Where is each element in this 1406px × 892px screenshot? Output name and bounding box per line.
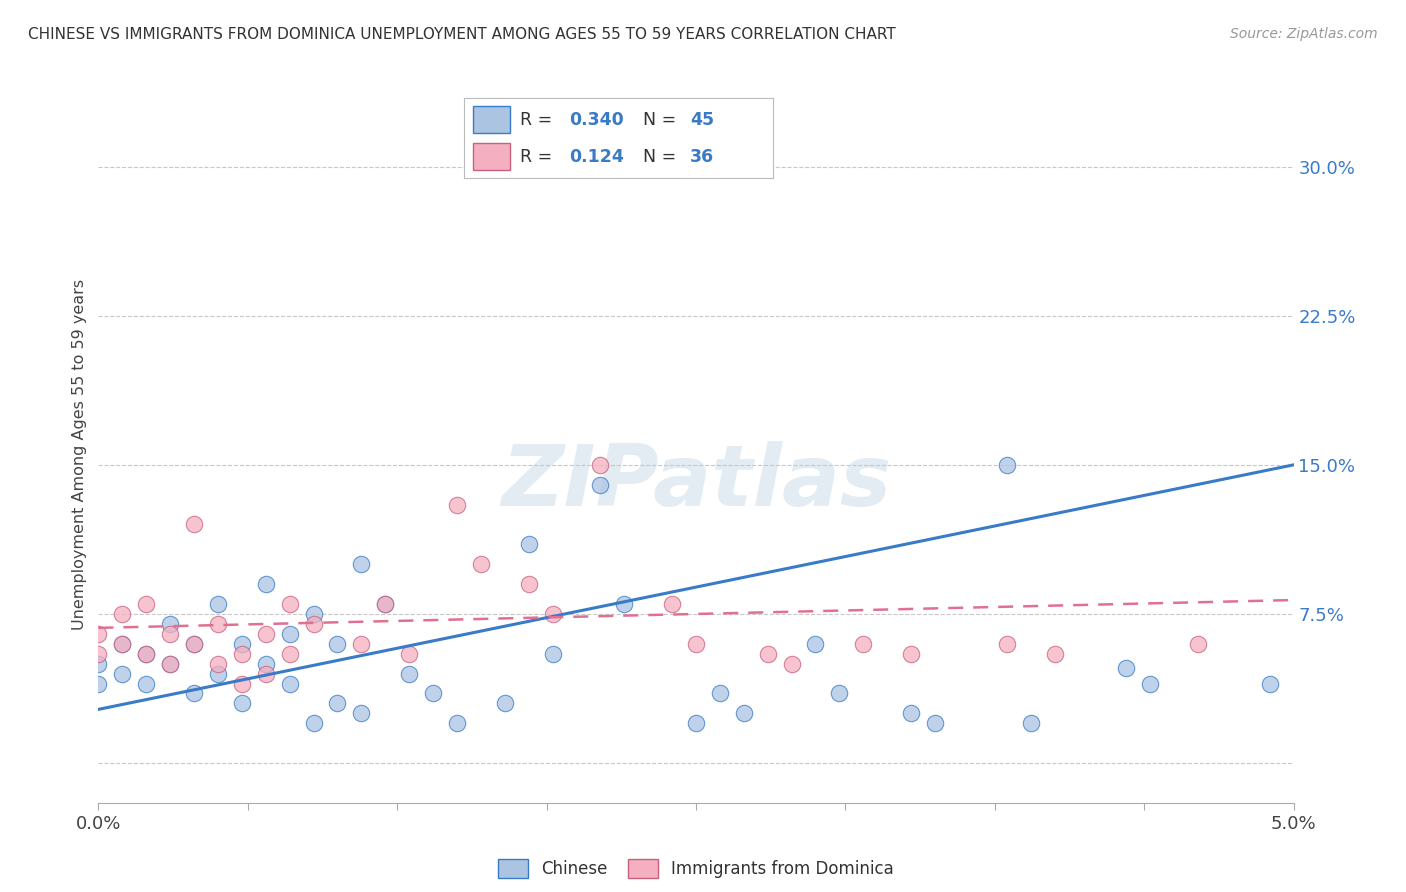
Point xyxy=(87,627,110,641)
Point xyxy=(517,577,540,591)
Point xyxy=(828,686,851,700)
Point xyxy=(350,706,373,721)
Point xyxy=(733,706,755,721)
Point xyxy=(135,597,157,611)
Point xyxy=(326,697,349,711)
Text: N =: N = xyxy=(644,111,682,128)
Point xyxy=(374,597,396,611)
Point xyxy=(613,597,636,611)
Point xyxy=(254,577,277,591)
Point xyxy=(780,657,803,671)
Point xyxy=(87,676,110,690)
Point xyxy=(422,686,444,700)
Text: 0.340: 0.340 xyxy=(569,111,624,128)
Point xyxy=(995,637,1018,651)
Point xyxy=(661,597,683,611)
Point xyxy=(87,657,110,671)
Text: N =: N = xyxy=(644,148,682,166)
Point xyxy=(135,647,157,661)
Point xyxy=(446,498,468,512)
Point xyxy=(756,647,779,661)
Point xyxy=(278,676,301,690)
Point xyxy=(135,647,157,661)
Point xyxy=(1019,716,1042,731)
Point xyxy=(207,597,229,611)
Point xyxy=(231,637,253,651)
Point xyxy=(517,537,540,551)
Point xyxy=(446,716,468,731)
Point xyxy=(302,716,325,731)
Point xyxy=(494,697,516,711)
Text: Source: ZipAtlas.com: Source: ZipAtlas.com xyxy=(1230,27,1378,41)
Text: R =: R = xyxy=(520,111,557,128)
Point xyxy=(111,637,134,651)
Point xyxy=(278,627,301,641)
Point xyxy=(231,697,253,711)
Point xyxy=(589,458,612,472)
Point xyxy=(541,607,564,621)
Point xyxy=(541,647,564,661)
Point xyxy=(302,616,325,631)
Point xyxy=(159,616,181,631)
Point xyxy=(326,637,349,651)
Point xyxy=(231,647,253,661)
Bar xyxy=(474,143,510,170)
Text: ZIPatlas: ZIPatlas xyxy=(501,442,891,524)
Point xyxy=(374,597,396,611)
Point xyxy=(302,607,325,621)
Point xyxy=(685,716,707,731)
Point xyxy=(183,686,205,700)
Point xyxy=(398,647,420,661)
Point xyxy=(159,657,181,671)
Point xyxy=(924,716,946,731)
Point xyxy=(183,637,205,651)
Point xyxy=(159,627,181,641)
Text: 0.124: 0.124 xyxy=(569,148,624,166)
Point xyxy=(231,676,253,690)
Bar xyxy=(474,106,510,134)
Point xyxy=(470,558,492,572)
Point xyxy=(183,517,205,532)
Point xyxy=(685,637,707,651)
Point xyxy=(1043,647,1066,661)
Point xyxy=(709,686,731,700)
Point xyxy=(254,657,277,671)
Point xyxy=(207,616,229,631)
Point xyxy=(350,637,373,651)
Point xyxy=(900,647,922,661)
Point xyxy=(183,637,205,651)
Point xyxy=(207,657,229,671)
Text: 36: 36 xyxy=(690,148,714,166)
Point xyxy=(111,607,134,621)
Point xyxy=(995,458,1018,472)
Text: 45: 45 xyxy=(690,111,714,128)
Point xyxy=(207,666,229,681)
Point xyxy=(111,637,134,651)
Point xyxy=(1139,676,1161,690)
Point xyxy=(278,597,301,611)
Text: CHINESE VS IMMIGRANTS FROM DOMINICA UNEMPLOYMENT AMONG AGES 55 TO 59 YEARS CORRE: CHINESE VS IMMIGRANTS FROM DOMINICA UNEM… xyxy=(28,27,896,42)
Point xyxy=(278,647,301,661)
Point xyxy=(1258,676,1281,690)
Point xyxy=(350,558,373,572)
Point xyxy=(900,706,922,721)
Text: R =: R = xyxy=(520,148,557,166)
Point xyxy=(1187,637,1209,651)
Legend: Chinese, Immigrants from Dominica: Chinese, Immigrants from Dominica xyxy=(492,853,900,885)
Point xyxy=(159,657,181,671)
Point xyxy=(135,676,157,690)
Point xyxy=(398,666,420,681)
Y-axis label: Unemployment Among Ages 55 to 59 years: Unemployment Among Ages 55 to 59 years xyxy=(72,279,87,631)
Point xyxy=(111,666,134,681)
Point xyxy=(254,627,277,641)
Point xyxy=(1115,660,1137,674)
Point xyxy=(852,637,875,651)
Point xyxy=(589,477,612,491)
Point xyxy=(87,647,110,661)
Point xyxy=(254,666,277,681)
Point xyxy=(804,637,827,651)
